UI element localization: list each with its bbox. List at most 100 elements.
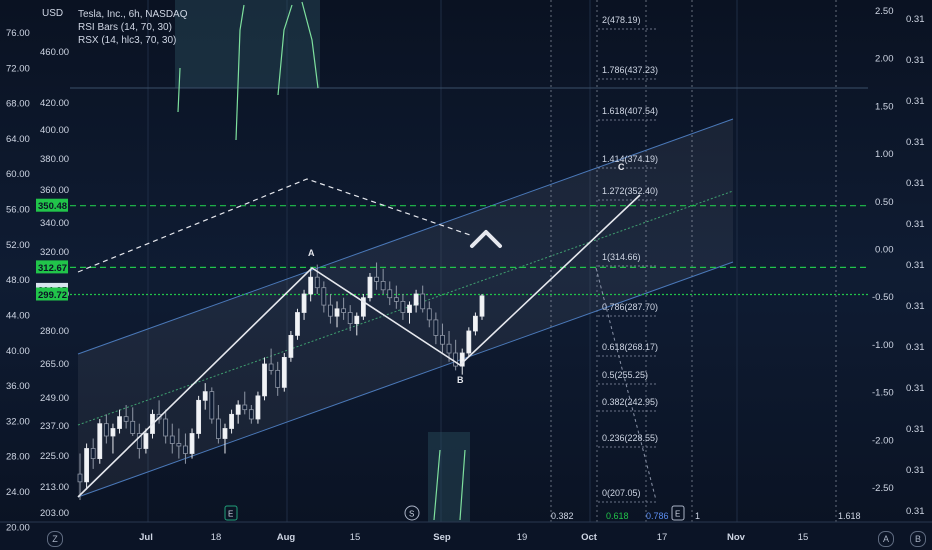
left-axis-tick-label: 72.00 xyxy=(6,63,30,74)
candle-body xyxy=(196,399,202,434)
candle-body xyxy=(229,413,234,429)
time-axis-label: Nov xyxy=(727,532,746,543)
fib-level-label: 0.236(228.55) xyxy=(602,433,658,443)
right-axis-tick-label: 0.31 xyxy=(906,424,925,435)
wave-label: C xyxy=(618,162,625,172)
fib-level-label: 0.786(287.70) xyxy=(602,302,658,312)
candle-body xyxy=(169,435,175,444)
candle-body xyxy=(446,343,452,354)
candle-body xyxy=(341,308,347,313)
candle-body xyxy=(90,448,96,459)
candle-body xyxy=(130,420,136,434)
fib-level-label: 1.414(374.19) xyxy=(602,154,658,164)
auto-scale-button[interactable]: A xyxy=(878,531,894,547)
time-axis-label: Oct xyxy=(581,532,598,543)
fib-level-label: 1(314.66) xyxy=(602,252,641,262)
oscillator-axis-tick-label: -2.50 xyxy=(872,483,894,494)
horizontal-levels xyxy=(70,205,868,296)
time-fib-label: 0.618 xyxy=(606,511,629,521)
indicator-rsx[interactable]: RSX (14, hlc3, 70, 30) xyxy=(78,35,177,46)
fib-level-label: 2(478.19) xyxy=(602,15,641,25)
price-badge-label: 350.48 xyxy=(38,201,67,212)
currency-label: USD xyxy=(42,8,64,19)
price-badge xyxy=(36,198,68,212)
wave-label: A xyxy=(308,248,315,258)
candle-body xyxy=(479,295,485,317)
fib-level-label: 1.272(352.40) xyxy=(602,186,658,196)
candle-body xyxy=(268,363,274,371)
oscillator-axis-tick-label: 0.50 xyxy=(875,197,894,208)
oscillator-axis-tick-label: 2.00 xyxy=(875,54,894,65)
rsx-line-bottom xyxy=(433,449,466,521)
earnings-event-icon[interactable] xyxy=(224,505,238,521)
price-badge xyxy=(36,260,68,274)
left-axis-tick-label: 64.00 xyxy=(6,134,30,145)
candle-body xyxy=(308,276,314,295)
zoom-reset-button[interactable]: Z xyxy=(47,531,63,547)
candle-body xyxy=(413,293,419,306)
price-axis-tick-label: 380.00 xyxy=(40,154,69,165)
right-axis-tick-label: 0.31 xyxy=(906,260,925,271)
price-axis-tick-label: 340.00 xyxy=(40,218,69,229)
candle-body xyxy=(459,352,465,367)
candle-body xyxy=(202,391,208,401)
time-fib-label: 0.382 xyxy=(551,511,574,521)
candle-body xyxy=(354,315,360,325)
right-axis-tick-label: 0.31 xyxy=(906,96,925,107)
price-axis-tick-label: 460.00 xyxy=(40,47,69,58)
price-axis-tick-label: 400.00 xyxy=(40,125,69,136)
time-axis-label: 15 xyxy=(350,532,361,543)
left-axis-tick-label: 32.00 xyxy=(6,416,30,427)
fib-level-label: 0.618(268.17) xyxy=(602,342,658,352)
split-event-icon[interactable] xyxy=(404,505,420,521)
time-axis-label: Jul xyxy=(139,532,153,543)
candle-body xyxy=(103,423,109,437)
left-axis-tick-label: 20.00 xyxy=(6,522,30,533)
candle-body xyxy=(255,395,261,420)
time-axis-label: 19 xyxy=(517,532,528,543)
candle-body xyxy=(242,404,248,411)
oscillator-axis-tick-label: 1.00 xyxy=(875,149,894,160)
earnings-event-icon[interactable] xyxy=(671,505,685,521)
left-axis-tick-label: 56.00 xyxy=(6,205,30,216)
left-axis-tick-label: 28.00 xyxy=(6,452,30,463)
time-axis-label: 18 xyxy=(211,532,222,543)
indicator-rsi-bars[interactable]: RSI Bars (14, 70, 30) xyxy=(78,22,172,33)
candle-body xyxy=(393,297,399,302)
price-axis-tick-label: 265.00 xyxy=(40,359,69,370)
candle-body xyxy=(473,315,478,332)
price-badge-label: 312.67 xyxy=(38,263,67,274)
candle-body xyxy=(222,428,228,439)
candle-body xyxy=(288,334,294,358)
oscillator-axis-tick-label: -2.00 xyxy=(872,435,894,446)
abc-wave xyxy=(77,178,657,501)
fib-level-label: 0(207.05) xyxy=(602,488,641,498)
price-axis-tick-label: 203.00 xyxy=(40,508,69,519)
price-axis-tick-label: 280.00 xyxy=(40,326,69,337)
right-axis-tick-label: 0.31 xyxy=(906,383,925,394)
oscillator-axis-tick-label: -0.50 xyxy=(872,292,894,303)
candle-body xyxy=(143,433,149,449)
candle-body xyxy=(360,297,366,317)
price-axis-tick-label: 420.00 xyxy=(40,98,69,109)
price-axis-tick-label: 249.00 xyxy=(40,393,69,404)
time-axis-label: Sep xyxy=(433,532,451,543)
left-axis-tick-label: 24.00 xyxy=(6,487,30,498)
oscillator-axis-tick-label: 0.00 xyxy=(875,245,894,256)
time-axis-label: 17 xyxy=(657,532,668,543)
right-axis-tick-label: 0.31 xyxy=(906,219,925,230)
price-badge xyxy=(36,287,68,301)
channel-fill xyxy=(78,119,733,497)
fib-level-label: 0.382(242.95) xyxy=(602,397,658,407)
log-scale-button[interactable]: B xyxy=(910,531,926,547)
rsx-line-top xyxy=(177,1,319,141)
time-fib-label: 1.618 xyxy=(838,511,861,521)
candle-body xyxy=(84,448,89,483)
candle-body xyxy=(248,409,254,420)
candle-body xyxy=(380,280,386,291)
candle-body xyxy=(209,391,215,420)
right-axis-tick-label: 0.31 xyxy=(906,465,925,476)
